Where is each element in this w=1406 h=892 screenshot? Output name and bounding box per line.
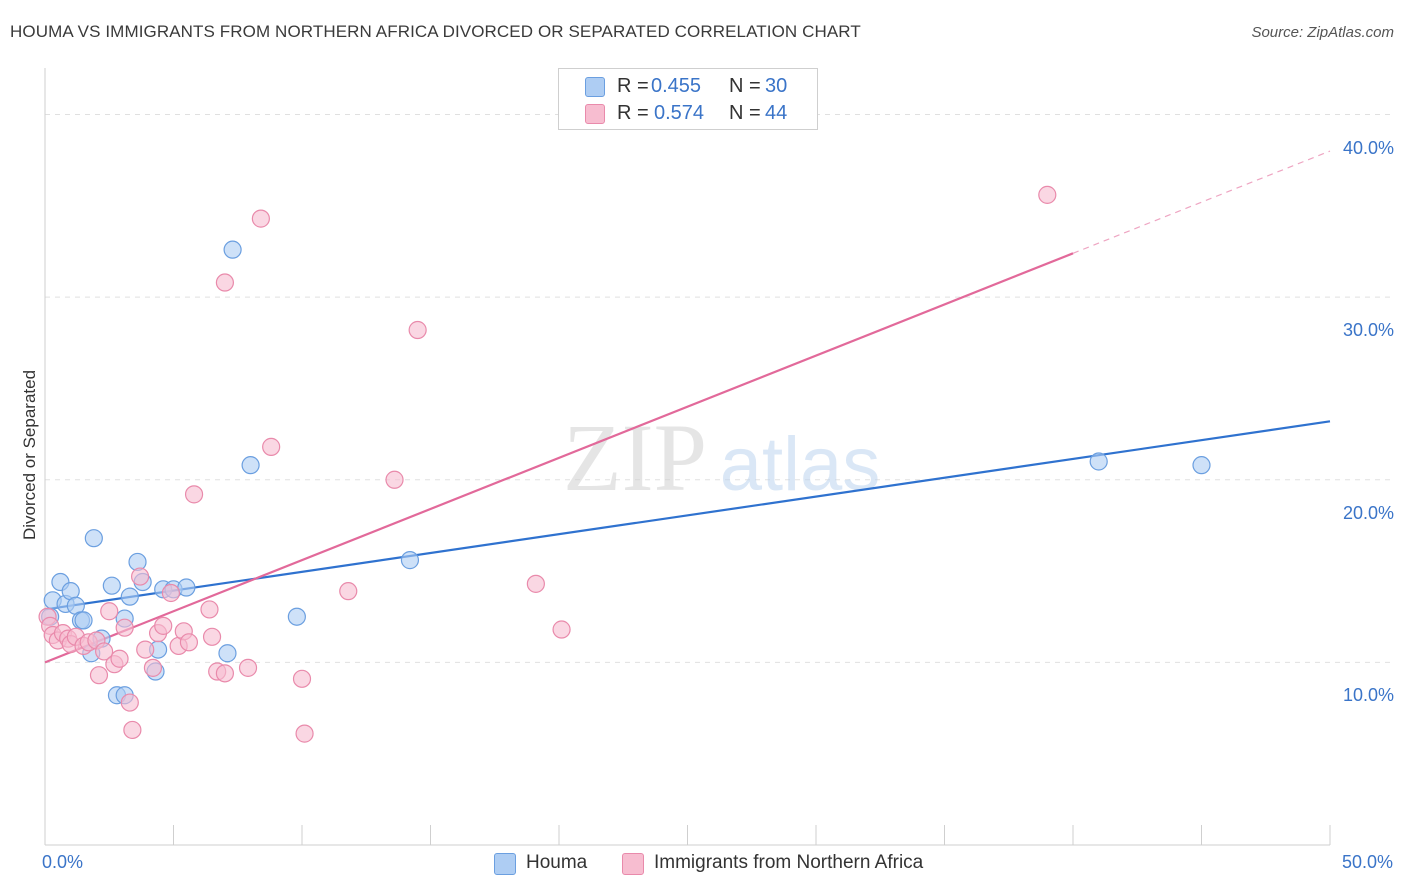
point-layer xyxy=(38,185,1211,743)
immigrants-n-label: N = xyxy=(729,102,761,124)
houma-point xyxy=(218,644,237,663)
axis-layer xyxy=(44,68,1331,846)
immigrants-point xyxy=(89,666,109,685)
immigrants-point xyxy=(100,602,119,621)
houma-r-value: 0.455 xyxy=(651,75,702,97)
immigrants-n-value: 44 xyxy=(765,102,788,124)
immigrants-point xyxy=(385,470,404,489)
houma-point xyxy=(1089,452,1108,471)
grid-layer xyxy=(45,114,1392,663)
y-tick-label: 40.0% xyxy=(1342,137,1394,158)
immigrants-point xyxy=(339,582,358,601)
houma-point xyxy=(241,456,260,475)
legend-item-houma: Houma xyxy=(494,852,604,876)
immigrants-point xyxy=(154,616,173,635)
x-tick-label: 0.0% xyxy=(42,852,84,872)
immigrants-point xyxy=(251,209,270,228)
immigrants-point xyxy=(202,627,222,646)
watermark: ZIP atlas xyxy=(563,404,880,511)
houma-point xyxy=(74,611,93,630)
immigrants-point xyxy=(1038,185,1057,204)
immigrants-point xyxy=(110,649,129,668)
immigrants-r-value: 0.574 xyxy=(654,102,705,124)
immigrants-point xyxy=(215,664,234,683)
legend-item-immigrants: Immigrants from Northern Africa xyxy=(622,852,962,876)
immigrants-point xyxy=(200,600,219,619)
immigrants-point xyxy=(184,485,204,504)
houma-point xyxy=(84,529,103,548)
legend-houma-swatch xyxy=(494,853,516,875)
immigrants-point xyxy=(120,693,139,712)
source-label: Source: ZipAtlas.com xyxy=(1251,24,1394,41)
immigrants-point xyxy=(136,640,155,659)
stats-legend: R = 0.455 N = 30 R = 0.574 N = 44 xyxy=(558,68,818,130)
houma-point xyxy=(102,576,121,595)
legend-immigrants-swatch xyxy=(622,853,644,875)
immigrants-point xyxy=(215,273,234,292)
watermark-zip: ZIP xyxy=(563,404,707,511)
immigrants-point xyxy=(179,633,199,652)
chart-title: HOUMA VS IMMIGRANTS FROM NORTHERN AFRICA… xyxy=(10,22,861,41)
houma-r-label: R = xyxy=(617,75,649,97)
houma-point xyxy=(1192,456,1211,475)
legend-immigrants-label: Immigrants from Northern Africa xyxy=(654,852,924,873)
houma-point xyxy=(287,607,306,626)
houma-point xyxy=(223,240,242,259)
watermark-atlas: atlas xyxy=(720,422,881,507)
houma-point xyxy=(120,587,139,606)
immigrants-point xyxy=(161,583,181,603)
y-tick-label: 20.0% xyxy=(1342,502,1394,523)
x-tick-label: 50.0% xyxy=(1341,852,1393,872)
immigrants-point xyxy=(143,658,163,677)
immigrants-swatch xyxy=(585,104,605,124)
immigrants-point xyxy=(238,658,258,677)
immigrants-point xyxy=(552,620,571,639)
y-axis-label: Divorced or Separated xyxy=(20,369,39,541)
houma-n-label: N = xyxy=(729,75,761,97)
immigrants-point xyxy=(526,574,545,593)
y-tick-label: 30.0% xyxy=(1342,320,1394,341)
immigrants-point xyxy=(123,720,142,740)
immigrants-point xyxy=(408,320,427,340)
houma-swatch xyxy=(585,77,605,97)
houma-point xyxy=(400,551,420,570)
immigrants-point xyxy=(115,618,134,637)
immigrants-point xyxy=(295,724,314,743)
immigrants-r-label: R = xyxy=(617,102,649,124)
immigrants-point xyxy=(262,437,281,456)
immigrants-point xyxy=(130,567,150,586)
y-tick-label: 10.0% xyxy=(1342,685,1394,706)
houma-n-value: 30 xyxy=(765,75,788,97)
immigrants-point xyxy=(95,642,114,661)
immigrants-trend-line xyxy=(44,252,1074,664)
legend-houma-label: Houma xyxy=(526,852,588,873)
trend-layer xyxy=(44,150,1331,664)
houma-point xyxy=(177,578,196,597)
immigrants-trend-extension xyxy=(1072,150,1331,254)
immigrants-point xyxy=(292,669,312,688)
